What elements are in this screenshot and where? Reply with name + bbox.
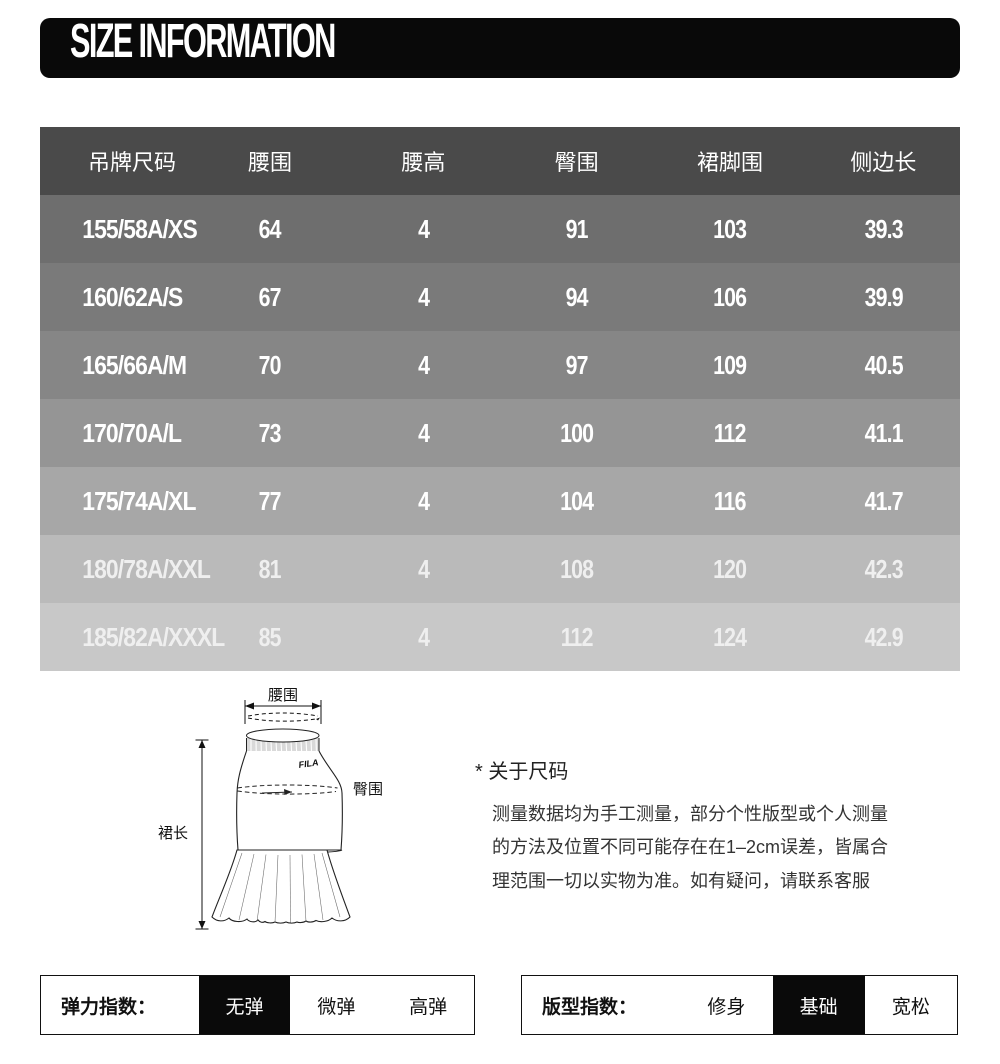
svg-text:裙长: 裙长 [158, 825, 188, 842]
svg-text:臀围: 臀围 [353, 781, 383, 798]
svg-text:腰围: 腰围 [268, 687, 298, 704]
